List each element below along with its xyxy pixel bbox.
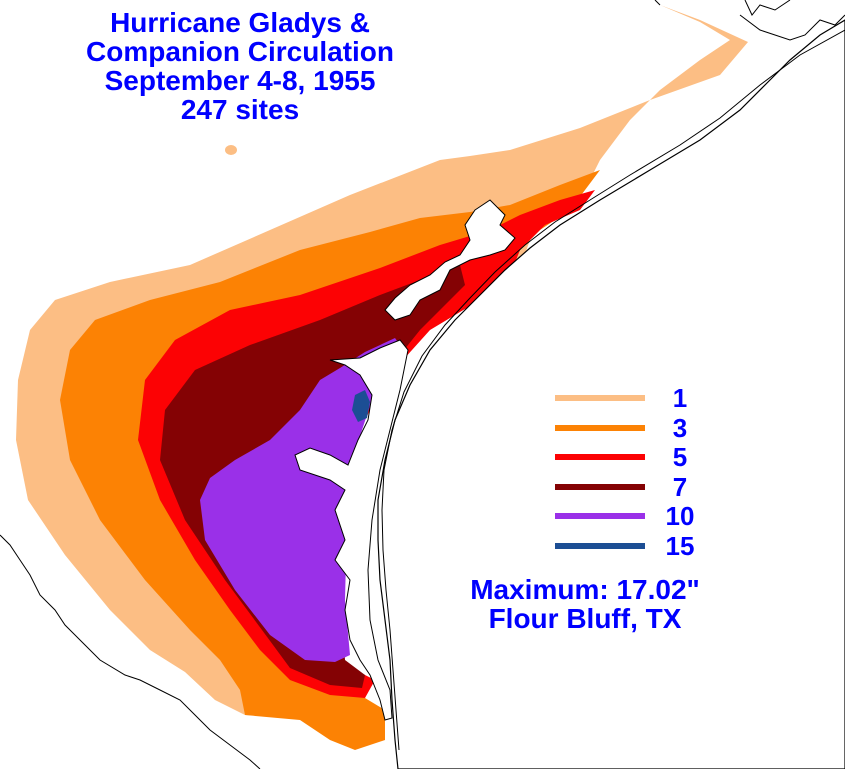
maximum-value: Maximum: 17.02"	[470, 574, 700, 605]
contour-spot	[225, 145, 237, 155]
map-title: Hurricane Gladys & Companion Circulation…	[40, 8, 440, 124]
legend-label: 1	[672, 383, 688, 413]
title-line-1: Hurricane Gladys &	[110, 7, 370, 38]
maximum-info: Maximum: 17.02" Flour Bluff, TX	[430, 575, 740, 633]
legend-label: 15	[665, 530, 695, 561]
maximum-location: Flour Bluff, TX	[488, 603, 682, 634]
contour-15-inch	[352, 390, 370, 422]
legend-label: 3	[672, 412, 688, 443]
title-line-2: Companion Circulation	[86, 36, 394, 67]
legend-swatch	[555, 395, 645, 401]
legend-label: 7	[672, 471, 688, 502]
bay-water	[384, 199, 516, 321]
border-line	[0, 0, 791, 769]
legend-swatch	[555, 542, 645, 549]
lagoon-water	[294, 339, 409, 721]
contour-10-inch	[200, 338, 400, 662]
legend-swatch	[555, 513, 645, 519]
barrier-island	[377, 19, 845, 769]
island-shoreline	[381, 29, 845, 751]
border-line-upper	[739, 14, 845, 41]
legend-swatch	[555, 424, 645, 431]
title-line-3: September 4-8, 1955	[104, 65, 376, 96]
legend-label: 10	[665, 501, 695, 531]
legend-label: 5	[672, 442, 688, 472]
title-line-4: 247 sites	[180, 94, 300, 125]
legend-swatch	[555, 483, 645, 490]
legend-swatch	[555, 454, 645, 460]
